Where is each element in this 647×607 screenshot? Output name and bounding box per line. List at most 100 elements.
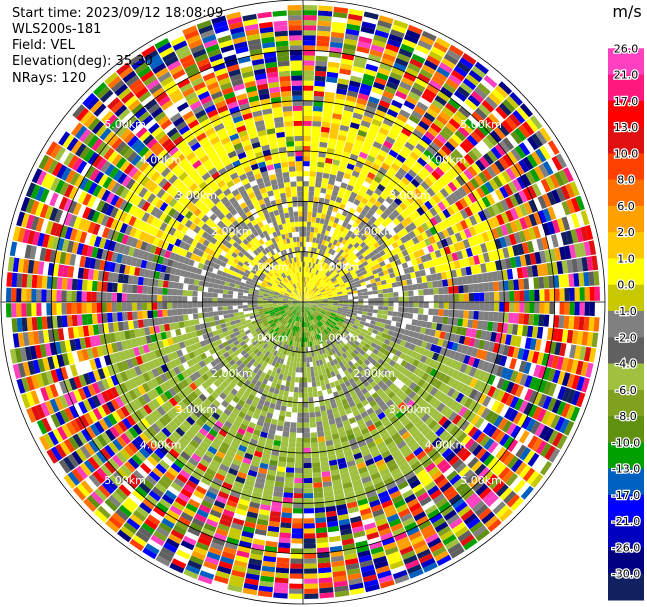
gate-cell	[559, 288, 565, 301]
gate-cell	[289, 568, 303, 574]
gate-cell	[321, 293, 327, 296]
gate-cell	[313, 95, 324, 102]
gate-cell	[512, 110, 526, 124]
gate-cell	[583, 241, 592, 256]
gate-cell	[581, 377, 590, 393]
gate-cell	[373, 158, 383, 167]
gate-cell	[536, 238, 544, 251]
gate-cell	[332, 294, 338, 298]
gate-cell	[588, 271, 595, 286]
gate-cell	[293, 361, 297, 368]
gate-cell	[519, 217, 528, 230]
gate-cell	[481, 100, 495, 113]
gate-cell	[352, 187, 360, 195]
gate-cell	[312, 467, 321, 473]
gate-cell	[356, 245, 363, 252]
gate-cell	[342, 110, 353, 117]
gate-cell	[427, 173, 438, 184]
gate-cell	[288, 437, 296, 443]
gate-cell	[324, 96, 335, 103]
gate-cell	[331, 233, 337, 240]
gate-cell	[305, 337, 308, 343]
gate-cell	[528, 213, 538, 227]
gate-cell	[303, 302, 308, 304]
gate-cell	[565, 183, 576, 199]
gate-cell	[346, 249, 353, 256]
gate-cell	[386, 153, 396, 163]
gate-cell	[573, 243, 582, 258]
gate-cell	[409, 343, 416, 351]
gate-cell	[434, 95, 448, 106]
gate-cell	[359, 266, 366, 272]
gate-cell	[308, 277, 311, 283]
gate-cell	[325, 288, 331, 292]
gate-cell	[309, 272, 313, 278]
gate-cell	[303, 211, 308, 217]
gate-cell	[379, 260, 386, 267]
gate-cell	[412, 219, 421, 228]
gate-cell	[304, 558, 317, 564]
gate-cell	[303, 156, 310, 162]
gate-cell	[411, 337, 418, 345]
gate-cell	[445, 270, 452, 279]
gate-cell	[298, 342, 301, 348]
gate-cell	[357, 129, 368, 138]
gate-cell	[338, 297, 344, 300]
gate-cell	[303, 442, 311, 448]
gate-cell	[365, 105, 377, 114]
gate-cell	[157, 317, 164, 325]
gate-cell	[321, 250, 326, 256]
gate-cell	[336, 268, 342, 274]
gate-cell	[283, 426, 290, 433]
gate-cell	[484, 302, 490, 311]
gate-cell	[412, 228, 421, 237]
gate-cell	[101, 302, 107, 313]
gate-cell	[384, 216, 393, 225]
gate-cell	[305, 277, 307, 283]
gate-cell	[378, 271, 385, 277]
gate-cell	[348, 302, 354, 305]
gate-cell	[316, 276, 321, 282]
gate-cell	[546, 191, 557, 206]
gate-cell	[310, 371, 315, 378]
gate-cell	[341, 245, 348, 251]
gate-cell	[346, 23, 361, 31]
gate-cell	[319, 218, 325, 225]
gate-cell	[473, 127, 486, 140]
gate-cell	[371, 286, 378, 291]
gate-cell	[311, 285, 315, 290]
gate-cell	[531, 183, 542, 197]
gate-cell	[458, 310, 464, 319]
gate-cell	[328, 137, 337, 145]
gate-cell	[321, 466, 330, 473]
gate-cell	[421, 213, 430, 222]
gate-cell	[370, 255, 377, 262]
gate-cell	[407, 137, 418, 147]
gate-cell	[341, 288, 347, 292]
gate-cell	[209, 321, 216, 327]
gate-cell	[433, 233, 441, 243]
gate-cell	[467, 165, 478, 177]
gate-cell	[459, 208, 469, 220]
gate-cell	[450, 269, 457, 278]
gate-cell	[461, 345, 469, 355]
gate-cell	[303, 407, 309, 413]
gate-cell	[415, 256, 423, 265]
gate-cell	[337, 305, 343, 309]
gate-cell	[335, 266, 341, 272]
gate-cell	[303, 298, 307, 302]
gate-cell	[571, 213, 580, 228]
gate-cell	[307, 297, 313, 301]
gate-cell	[303, 382, 308, 388]
gate-cell	[429, 329, 436, 337]
gate-cell	[329, 133, 338, 140]
gate-cell	[561, 357, 569, 372]
gate-cell	[476, 233, 485, 244]
gate-cell	[318, 223, 324, 229]
gate-cell	[362, 142, 372, 150]
gate-cell	[61, 315, 68, 328]
gate-cell	[312, 299, 318, 301]
gate-cell	[237, 302, 243, 306]
gate-cell	[347, 322, 354, 327]
gate-cell	[362, 260, 369, 267]
